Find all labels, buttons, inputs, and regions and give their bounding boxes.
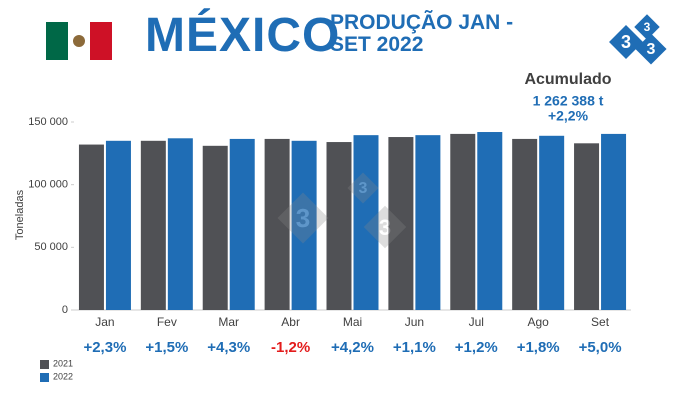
flag — [46, 22, 112, 60]
y-tick-label: 100 000 — [28, 179, 68, 191]
x-tick-label: Jun — [405, 315, 424, 329]
x-tick-label: Ago — [527, 315, 549, 329]
change-label: -1,2% — [271, 339, 310, 356]
bar — [140, 140, 166, 310]
bar — [105, 140, 131, 310]
bar — [415, 135, 441, 310]
legend-swatch — [40, 360, 49, 369]
annotation-change: +2,2% — [548, 108, 589, 124]
bar — [167, 138, 193, 310]
bar — [388, 137, 414, 310]
x-tick-label: Fev — [157, 315, 177, 329]
logo: 3 3 3 — [609, 14, 667, 65]
change-label: +1,5% — [145, 339, 188, 356]
x-tick-label: Mai — [343, 315, 362, 329]
annotation-title: Acumulado — [524, 71, 611, 88]
bar — [477, 132, 503, 310]
change-label: +1,2% — [455, 339, 498, 356]
bar — [601, 133, 627, 310]
logo-digit: 3 — [644, 20, 651, 34]
bar — [574, 143, 600, 310]
bar — [229, 138, 255, 310]
legend-label: 2021 — [53, 358, 73, 368]
bar — [78, 144, 104, 310]
y-tick-label: 50 000 — [34, 241, 68, 253]
change-label: +4,2% — [331, 339, 374, 356]
bar — [353, 135, 379, 310]
chart-subtitle: PRODUÇÃO JAN - SET 2022 — [330, 11, 514, 56]
annotation-total: 1 262 388 t — [533, 93, 604, 109]
bar — [264, 138, 290, 310]
bar — [512, 138, 538, 310]
watermark-digit: 3 — [296, 203, 310, 233]
bar — [539, 135, 565, 310]
watermark-digit: 3 — [379, 215, 391, 240]
y-axis-label: Toneladas — [14, 189, 26, 240]
change-label: +5,0% — [579, 339, 622, 356]
x-tick-label: Abr — [281, 315, 300, 329]
bar — [326, 142, 352, 310]
plot: 0 50 000 100 000 150 000 Jan +2,3% Fev +1,5% Mar… — [28, 116, 631, 382]
change-label: +1,8% — [517, 339, 560, 356]
legend-swatch — [40, 373, 49, 382]
chart-title: MÉXICO — [145, 9, 341, 62]
x-tick-label: Jan — [95, 315, 114, 329]
y-tick-label: 150 000 — [28, 116, 68, 128]
legend-label: 2022 — [53, 371, 73, 381]
logo-digit: 3 — [621, 32, 631, 52]
y-tick-label: 0 — [62, 304, 68, 316]
logo-digit: 3 — [647, 41, 656, 58]
x-tick-label: Set — [591, 315, 610, 329]
bar — [450, 133, 476, 310]
x-tick-label: Jul — [469, 315, 484, 329]
change-label: +4,3% — [207, 339, 250, 356]
change-label: +1,1% — [393, 339, 436, 356]
watermark-digit: 3 — [359, 180, 368, 197]
bar — [202, 145, 228, 310]
change-label: +2,3% — [83, 339, 126, 356]
bar — [291, 140, 317, 310]
x-tick-label: Mar — [218, 315, 239, 329]
